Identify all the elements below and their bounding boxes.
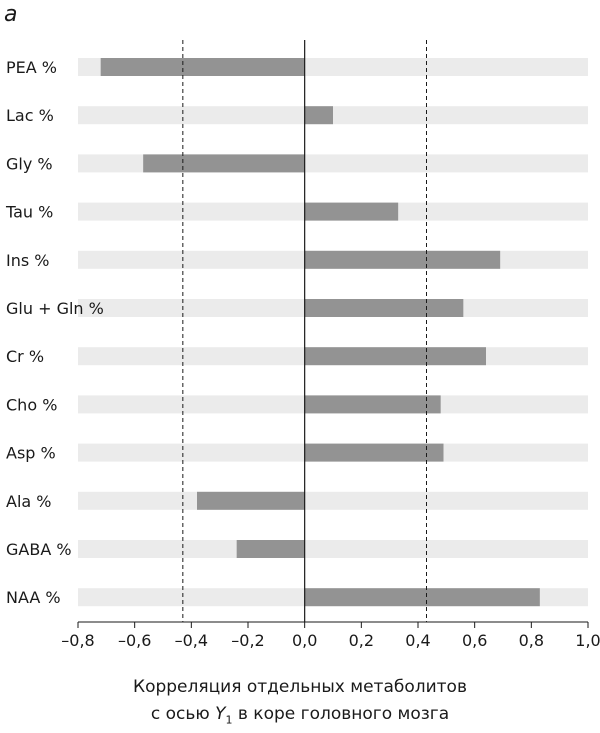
- x-axis: –0,8 –0,6 –0,4 –0,2 0,0 0,2 0,4 0,6 0,8 1,0: [61, 621, 600, 650]
- bar-chart: PEA % Lac % Gly % Tau % Ins % Glu + Gln % Cr %…: [5, 40, 600, 650]
- bar-11: [304, 588, 540, 607]
- bar-10: [236, 540, 305, 558]
- category-labels: PEA % Lac % Gly % Tau % Ins % Glu + Gln % Cr %…: [5, 58, 104, 607]
- x-tick-label-4: 0,0: [292, 631, 317, 650]
- category-label-2: Gly %: [6, 154, 53, 173]
- category-label-7: Cho %: [6, 395, 57, 414]
- category-label-5: Glu + Gln %: [6, 299, 104, 318]
- x-tick-label-9: 1,0: [575, 631, 600, 650]
- category-label-1: Lac %: [6, 106, 54, 125]
- bar-5: [304, 299, 464, 317]
- x-tick-label-8: 0,8: [519, 631, 544, 650]
- category-label-10: GABA %: [6, 540, 72, 559]
- track-10: [78, 540, 588, 558]
- bar-4: [304, 250, 501, 269]
- category-label-11: NAA %: [6, 588, 61, 607]
- category-label-9: Ala %: [6, 492, 51, 511]
- category-label-4: Ins %: [6, 251, 49, 270]
- category-label-6: Cr %: [6, 347, 44, 366]
- x-tick-label-7: 0,6: [462, 631, 487, 650]
- bars: [100, 58, 540, 607]
- x-axis-label: Корреляция отдельных метаболитов с осью …: [0, 674, 600, 733]
- category-label-0: PEA %: [6, 58, 57, 77]
- x-tick-label-6: 0,4: [405, 631, 430, 650]
- bar-7: [304, 395, 441, 414]
- bar-8: [304, 443, 444, 462]
- bar-9: [197, 491, 305, 510]
- bar-6: [304, 347, 486, 366]
- panel-letter: а: [4, 2, 18, 27]
- bar-2: [143, 154, 305, 173]
- x-tick-label-0: –0,8: [61, 631, 94, 650]
- bar-3: [304, 202, 399, 221]
- bar-1: [304, 106, 333, 125]
- x-tick-label-1: –0,6: [118, 631, 151, 650]
- x-tick-label-2: –0,4: [175, 631, 208, 650]
- x-tick-label-3: –0,2: [231, 631, 264, 650]
- category-label-3: Tau %: [5, 203, 53, 222]
- x-tick-label-5: 0,2: [349, 631, 374, 650]
- x-axis-label-line1: Корреляция отдельных метаболитов: [133, 677, 467, 697]
- background-tracks: [78, 58, 588, 607]
- bar-0: [100, 58, 305, 76]
- reference-lines: [182, 40, 427, 622]
- x-axis-label-line2: с осью Y1 в коре головного мозга: [150, 704, 450, 727]
- track-9: [78, 491, 588, 510]
- category-label-8: Asp %: [6, 444, 56, 463]
